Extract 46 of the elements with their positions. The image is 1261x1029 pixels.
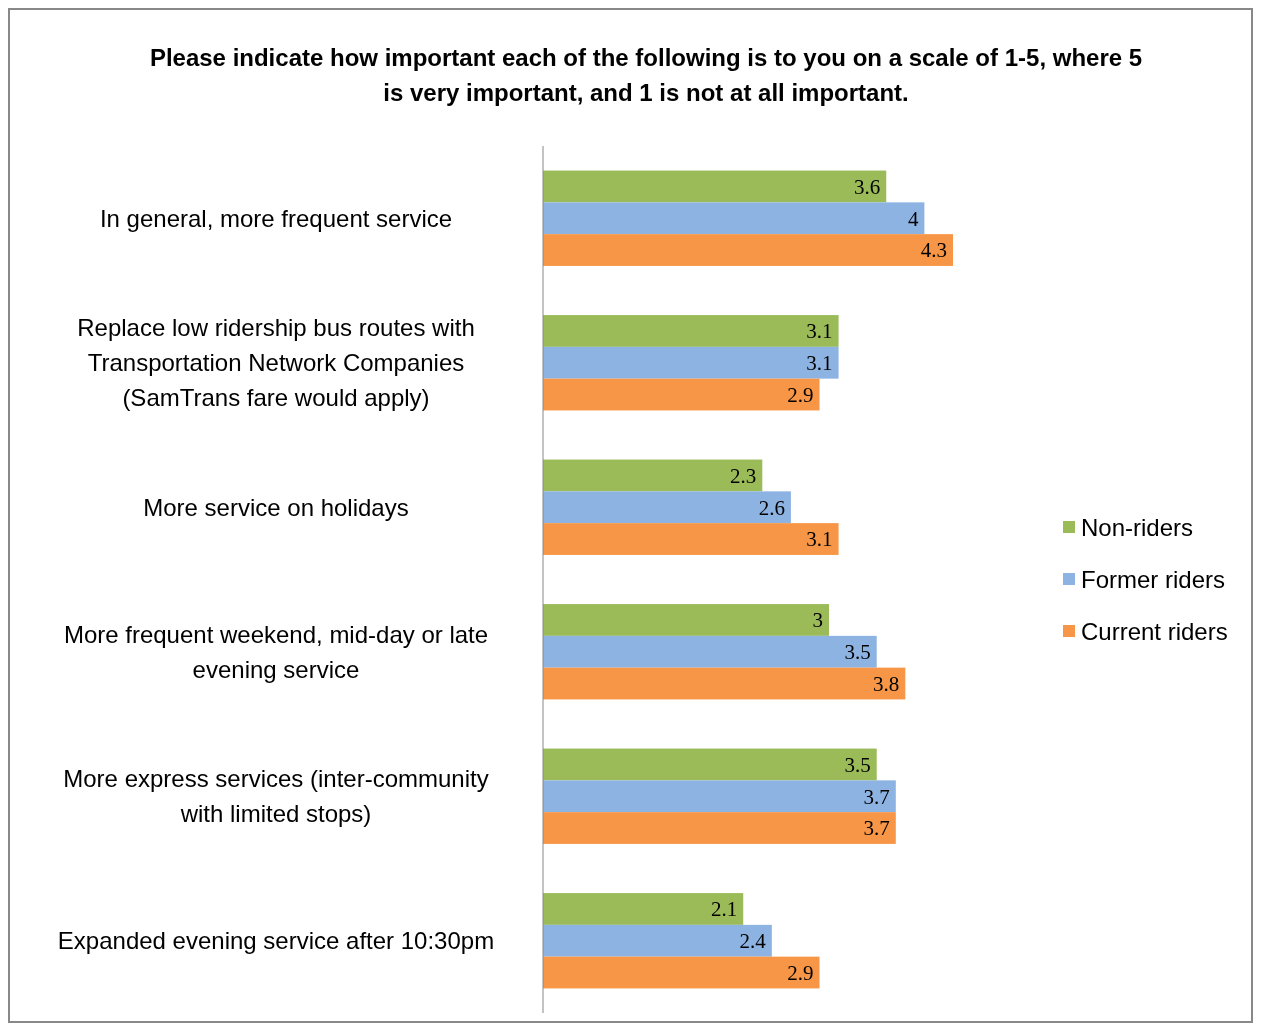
- data-label: 3.1: [806, 319, 833, 344]
- data-label: 2.9: [787, 382, 814, 407]
- y-tick-label: In general, more frequent service: [99, 204, 453, 232]
- data-label: 3.1: [806, 527, 833, 552]
- data-label: 2.9: [787, 960, 814, 985]
- legend-label: Non-riders: [1081, 514, 1194, 542]
- legend-label: Former riders: [1081, 566, 1226, 594]
- data-label: 3.7: [863, 784, 890, 809]
- data-label: 3.6: [854, 174, 881, 199]
- chart-title: Please indicate how important each of the following is to you on a scale of 1-5, where 5 is very important, and 1 is not at all important.: [149, 44, 1143, 106]
- bar: [543, 234, 953, 266]
- bar: [543, 812, 896, 844]
- y-tick-label: More express services (inter-community with limited stops): [63, 765, 489, 828]
- data-label: 3.8: [873, 671, 900, 696]
- y-tick-label: More frequent weekend, mid-day or late evening service: [63, 620, 489, 683]
- bar: [543, 748, 877, 781]
- bar: [543, 780, 896, 813]
- bar: [543, 604, 830, 636]
- data-label: 3.5: [844, 640, 871, 665]
- bar: [543, 170, 887, 203]
- bar: [543, 315, 839, 347]
- data-label: 4.3: [920, 238, 947, 263]
- data-label: 3.5: [844, 752, 871, 777]
- legend-label: Current riders: [1081, 618, 1228, 646]
- data-label: 2.6: [758, 495, 785, 520]
- bar: [543, 956, 820, 989]
- data-label: 3.1: [806, 351, 833, 376]
- y-tick-label: Replace low ridership bus routes with Transportation Network Companies (SamTrans fare would apply): [77, 314, 475, 412]
- bar: [543, 378, 820, 411]
- bar: [543, 459, 763, 492]
- bar: [543, 893, 744, 925]
- bar: [543, 635, 877, 668]
- bar: [543, 667, 906, 700]
- bar: [543, 346, 839, 379]
- y-tick-label: Expanded evening service after 10:30pm: [57, 927, 495, 955]
- data-label: 4: [907, 206, 919, 231]
- data-label: 2.1: [710, 897, 738, 922]
- data-label: 2.3: [730, 463, 757, 488]
- y-tick-label: More service on holidays: [143, 493, 409, 521]
- data-label: 3: [812, 608, 824, 633]
- data-label: 3.7: [863, 816, 890, 841]
- bar: [543, 924, 772, 957]
- bar: [543, 523, 839, 555]
- data-label: 2.4: [739, 929, 767, 954]
- bar: [543, 491, 791, 524]
- bar: [543, 202, 925, 235]
